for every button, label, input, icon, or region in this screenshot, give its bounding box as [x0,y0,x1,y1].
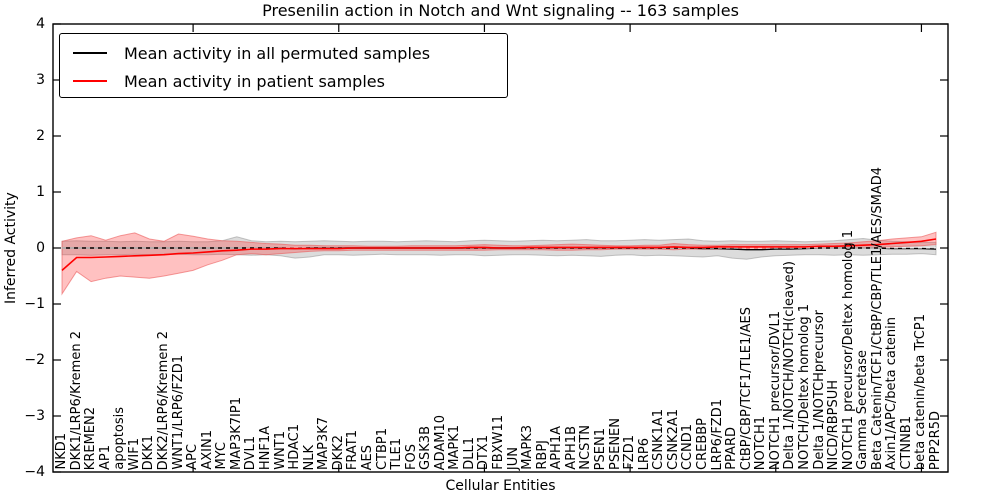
x-tick-label: GSK3B [418,425,434,470]
x-tick-label: DTX1 [476,434,492,470]
x-tick-label: NOTCH/Deltex homolog 1 [796,304,812,470]
x-tick-label: FZD1 [622,435,638,470]
x-tick-label: CREBBP [694,418,710,470]
y-tick-label: 4 [36,16,45,32]
y-tick-label: −1 [24,296,45,312]
x-tick-label: FRAT1 [345,429,361,470]
x-tick-label: MAPK1 [447,425,463,470]
legend-label: Mean activity in patient samples [124,71,385,91]
x-tick-label: CCND1 [680,423,696,470]
y-tick-label: −4 [24,464,45,480]
x-tick-label: Delta 1/NOTCH/NOTCH(cleaved) [782,261,798,470]
permuted-line-swatch [73,52,107,54]
y-tick-label: 0 [36,240,45,256]
y-tick-label: 1 [36,184,45,200]
x-tick-label: DVL1 [243,435,259,470]
y-tick-label: 3 [36,72,45,88]
x-tick-label: PPARD [724,427,740,470]
x-tick-label: MYC [214,442,230,470]
patient-mean-line [61,238,937,271]
x-tick-label: KREMEN2 [83,406,99,470]
y-tick-label: −2 [24,352,45,368]
x-tick-label: Axin1/APC/beta catenin [884,316,900,470]
x-tick-label: HNF1A [257,425,273,470]
chart-title: Presenilin action in Notch and Wnt signa… [262,1,739,20]
x-tick-label: APC [185,444,201,470]
x-tick-label: FBXW11 [491,415,506,470]
x-tick-label: PPP2R5D [928,410,943,470]
x-tick-label: NOTCH1 [753,415,769,470]
legend-entry-permuted: Mean activity in all permuted samples [60,39,430,67]
y-tick-label: 2 [36,128,45,144]
x-tick-label: NCSTN [578,425,594,470]
x-tick-label: DKK1 [141,434,157,470]
x-tick-label: DKK2/LRP6/Kremen 2 [156,330,171,470]
patient-line-swatch [73,80,107,82]
x-tick-label: AES [359,444,375,470]
x-tick-label: APH1A [549,426,565,470]
x-tick-label: PSEN1 [593,427,608,470]
x-tick-label: TLE1 [389,438,404,470]
x-tick-label: MAP3K7 [316,416,332,470]
legend-entry-patient: Mean activity in patient samples [60,67,385,95]
x-tick-label: Gamma Secretase [855,350,871,470]
legend-label: Mean activity in all permuted samples [124,43,431,63]
x-tick-label: apoptosis [112,407,128,470]
x-tick-label: HDAC1 [287,424,303,470]
x-tick-label: CSNK1A1 [651,408,667,470]
x-tick-label: MAPK3 [520,425,536,470]
x-tick-label: NKD1 [54,433,69,470]
y-tick-label: −3 [24,408,45,424]
legend: Mean activity in all permuted samples Me… [59,33,508,98]
x-tick-label: NICD/RBPSUH [826,379,841,470]
x-axis-label: Cellular Entities [445,478,556,494]
x-tick-label: beta catenin/beta TrCP1 [913,313,929,470]
